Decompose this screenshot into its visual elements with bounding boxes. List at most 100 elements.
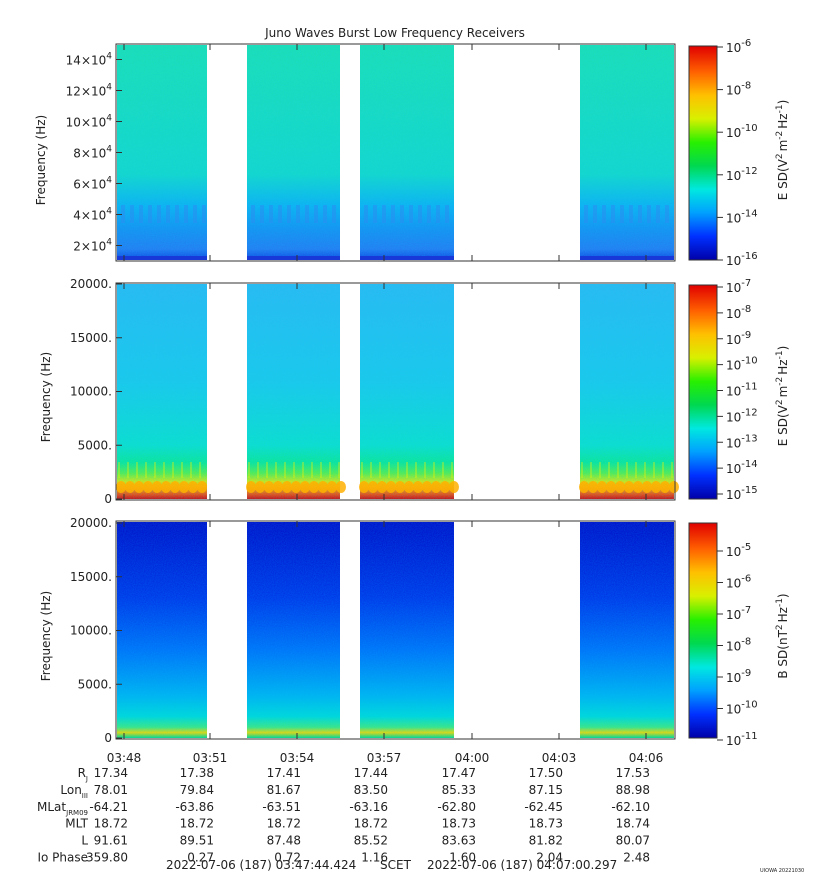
emission-bump — [170, 481, 180, 493]
ephemeris-value: 80.07 — [616, 834, 650, 848]
spectral-ripple — [148, 205, 152, 223]
colorbar-tick-label: 10-14 — [726, 459, 758, 476]
colorbar-tick-label: 10-6 — [726, 574, 751, 591]
ephemeris-value: 18.73 — [442, 817, 476, 831]
y-tick-label: 0 — [104, 492, 112, 506]
spectral-ripple — [175, 205, 179, 223]
emission-bump — [309, 481, 319, 493]
spectral-ripple — [400, 205, 404, 223]
spectral-ripple — [593, 205, 597, 223]
panel-2-spectrogram — [116, 284, 679, 499]
colorbar-tick-label: 10-12 — [726, 407, 758, 424]
emission-ripple — [266, 462, 268, 478]
ephemeris-value: 17.53 — [616, 766, 650, 780]
ephemeris-value: 88.98 — [616, 783, 650, 797]
spectral-ripple — [427, 205, 431, 223]
ephemeris-value: 2.04 — [536, 851, 563, 865]
emission-ripple — [626, 462, 628, 478]
colorbar-1: 10-6 10-8 10-10 10-12 10-14 10-16 E SD(V2m-2 H… — [688, 38, 790, 268]
footer-credit: UIOWA 20221030 — [760, 868, 804, 874]
emission-bump — [116, 481, 126, 493]
ephemeris-value: 18.72 — [354, 817, 388, 831]
emission-bump — [327, 481, 337, 493]
spectral-band — [247, 256, 340, 260]
ephemeris-value: 89.51 — [180, 834, 214, 848]
emission-ripple — [361, 462, 363, 478]
spectral-ripple — [296, 205, 300, 223]
spectral-ripple — [166, 205, 170, 223]
colorbar-3-label-part: B SD(nT — [776, 629, 790, 678]
spectral-ripple — [157, 205, 161, 223]
spectral-ripple — [647, 205, 651, 223]
panel-3-ylabel: Frequency (Hz) — [39, 591, 53, 682]
emission-bump — [291, 481, 301, 493]
ephemeris-value: 17.50 — [529, 766, 563, 780]
ephemeris-value: -63.51 — [262, 800, 301, 814]
emission-ripple — [599, 462, 601, 478]
colorbar-tick-label: 10-8 — [726, 637, 751, 654]
ephemeris-value: 1.60 — [449, 851, 476, 865]
panel-2-ylabel: Frequency (Hz) — [39, 352, 53, 443]
emission-bump — [633, 481, 643, 493]
emission-ripple — [320, 462, 322, 478]
spectral-ripple — [323, 205, 327, 223]
panel-2: Frequency (Hz) 0 5000. 10000. 15000. 20000. — [39, 277, 679, 506]
panel-1-y-ticks: 2×104 4×104 6×104 8×104 10×104 12×104 14×104 — [66, 52, 122, 254]
spectral-ripple — [620, 205, 624, 223]
emission-bump — [615, 481, 625, 493]
colorbar-1-label-part: ) — [776, 100, 790, 105]
time-axis-ticks: 03:48 03:51 03:54 03:57 04:00 04:03 04:06 — [107, 44, 663, 765]
emission-bump — [318, 481, 328, 493]
panel-3: Frequency (Hz) 0 5000. 10000. 15000. 20000. — [39, 516, 676, 745]
spectral-ripple — [656, 205, 660, 223]
colorbar-tick-label: 10-12 — [726, 166, 758, 183]
emission-ripple — [644, 462, 646, 478]
emission-bump — [246, 481, 256, 493]
ephemeris-row-label: L — [81, 834, 88, 848]
colorbar-tick-label: 10-11 — [726, 382, 758, 399]
y-tick-label: 14×104 — [66, 52, 113, 68]
spectral-ripple — [629, 205, 633, 223]
emission-ripple — [406, 462, 408, 478]
spectral-ripple — [184, 205, 188, 223]
colorbar-3-scale — [688, 522, 718, 739]
ephemeris-value: 18.72 — [180, 817, 214, 831]
ephemeris-value: 18.72 — [267, 817, 301, 831]
spectral-ripple — [665, 205, 669, 223]
colorbar-2-label-part: -2 — [775, 377, 785, 386]
ephemeris-value: 91.61 — [94, 834, 128, 848]
ephemeris-row-label: MLatJRM09 — [37, 800, 88, 817]
colorbar-tick-label: 10-15 — [726, 485, 758, 502]
colorbar-2-label-part: Hz — [776, 359, 790, 374]
spectral-ripple — [260, 205, 264, 223]
spectral-ripple — [130, 205, 134, 223]
emission-ripple — [311, 462, 313, 478]
spectral-ripple — [445, 205, 449, 223]
ephemeris-value: 2.48 — [623, 851, 650, 865]
colorbar-2-label-part: 2 — [775, 399, 785, 405]
emission-ripple — [581, 462, 583, 478]
colorbar-tick-label: 10-9 — [726, 330, 751, 347]
emission-ripple — [127, 462, 129, 478]
colorbar-1-label: E SD(V2m-2 Hz-1) — [775, 100, 790, 201]
ephemeris-value: 18.74 — [616, 817, 650, 831]
emission-bump — [197, 481, 207, 493]
ephemeris-value: 81.67 — [267, 783, 301, 797]
y-tick-label: 10000. — [70, 624, 112, 638]
footer-end-time: 2022-07-06 (187) 04:07:00.297 — [427, 858, 617, 872]
colorbar-tick-label: 10-7 — [726, 278, 751, 295]
colorbar-tick-label: 10-10 — [726, 123, 758, 140]
emission-bump — [143, 481, 153, 493]
emission-ripple — [433, 462, 435, 478]
ephemeris-value: -64.21 — [89, 800, 128, 814]
emission-ripple — [181, 462, 183, 478]
ephemeris-value: 83.63 — [442, 834, 476, 848]
y-tick-label: 2×104 — [73, 238, 112, 254]
y-tick-label: 6×104 — [73, 176, 112, 192]
panel-1: Frequency (Hz) 2×104 4×104 6×104 8×104 10×10… — [34, 43, 676, 262]
ephemeris-value: 87.15 — [529, 783, 563, 797]
colorbar-2-label-part: ) — [776, 346, 790, 351]
footer-scet: SCET — [380, 858, 412, 872]
colorbar-1-label-part: Hz — [776, 113, 790, 128]
